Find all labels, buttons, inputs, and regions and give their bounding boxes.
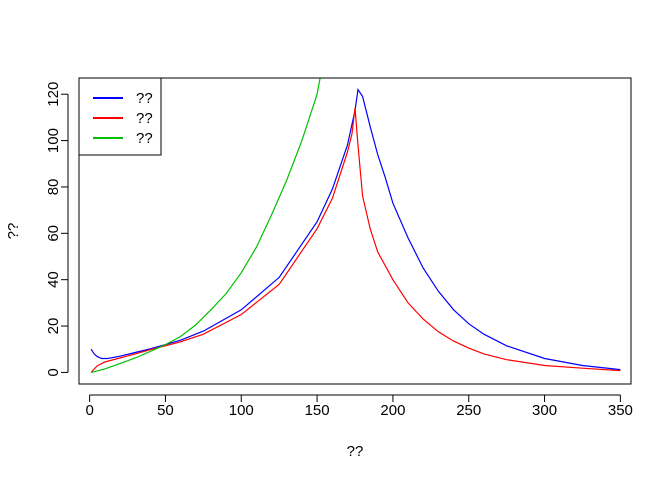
plot-frame (78, 77, 632, 385)
y-tick-label: 40 (45, 271, 62, 288)
legend-label-1: ?? (136, 90, 153, 107)
series-line-1 (90, 87, 621, 371)
legend-label-3: ?? (136, 130, 153, 147)
x-tick-label: 300 (532, 402, 557, 419)
legend: ?????? (78, 77, 162, 156)
x-tick-label: 200 (380, 402, 405, 419)
y-tick-label: 100 (45, 128, 62, 153)
y-tick-label: 60 (45, 225, 62, 242)
x-tick-label: 150 (305, 402, 330, 419)
x-axis-title: ?? (347, 443, 364, 460)
legend-label-2: ?? (136, 110, 153, 127)
y-axis-title: ?? (5, 223, 22, 240)
x-tick-label: 350 (608, 402, 633, 419)
x-tick-label: 250 (456, 402, 481, 419)
x-tick-label: 50 (157, 402, 174, 419)
x-tick-label: 0 (85, 402, 93, 419)
y-axis: 0 20 40 60 80 100 120 (45, 82, 69, 377)
x-tick-label: 100 (229, 402, 254, 419)
x-axis: 0 50 100 150 200 250 300 350 (85, 394, 633, 419)
y-tick-label: 120 (45, 82, 62, 107)
y-tick-label: 80 (45, 179, 62, 196)
y-tick-label: 0 (45, 368, 62, 376)
legend-box (78, 77, 162, 156)
y-tick-label: 20 (45, 318, 62, 335)
series-line-2 (90, 108, 621, 373)
series-line-3 (90, 78, 321, 373)
plot-marks (90, 78, 621, 373)
